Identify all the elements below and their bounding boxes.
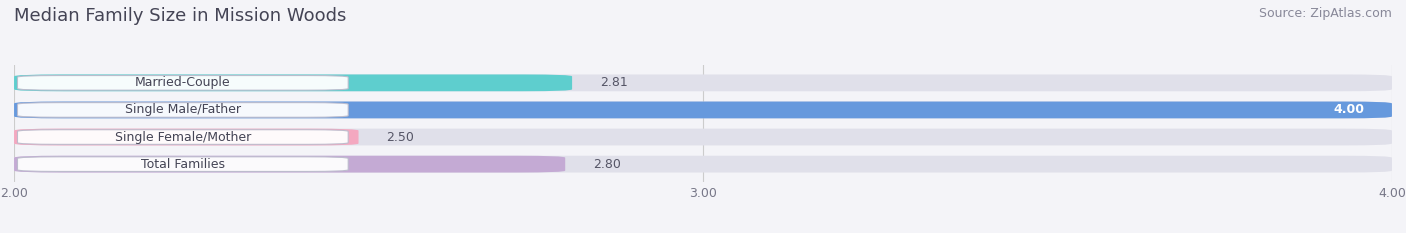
FancyBboxPatch shape: [17, 75, 349, 90]
FancyBboxPatch shape: [14, 75, 1392, 91]
FancyBboxPatch shape: [17, 130, 349, 144]
Text: Median Family Size in Mission Woods: Median Family Size in Mission Woods: [14, 7, 346, 25]
Text: Source: ZipAtlas.com: Source: ZipAtlas.com: [1258, 7, 1392, 20]
Text: 2.81: 2.81: [600, 76, 627, 89]
Text: 2.50: 2.50: [387, 130, 413, 144]
FancyBboxPatch shape: [14, 156, 565, 172]
FancyBboxPatch shape: [14, 156, 1392, 172]
Text: Single Female/Mother: Single Female/Mother: [115, 130, 252, 144]
FancyBboxPatch shape: [14, 75, 572, 91]
Text: Single Male/Father: Single Male/Father: [125, 103, 240, 116]
Text: 4.00: 4.00: [1333, 103, 1364, 116]
FancyBboxPatch shape: [14, 129, 1392, 145]
FancyBboxPatch shape: [14, 102, 1392, 118]
Text: Married-Couple: Married-Couple: [135, 76, 231, 89]
FancyBboxPatch shape: [14, 129, 359, 145]
FancyBboxPatch shape: [17, 103, 349, 117]
FancyBboxPatch shape: [14, 102, 1392, 118]
FancyBboxPatch shape: [17, 157, 349, 171]
Text: Total Families: Total Families: [141, 158, 225, 171]
Text: 2.80: 2.80: [593, 158, 620, 171]
